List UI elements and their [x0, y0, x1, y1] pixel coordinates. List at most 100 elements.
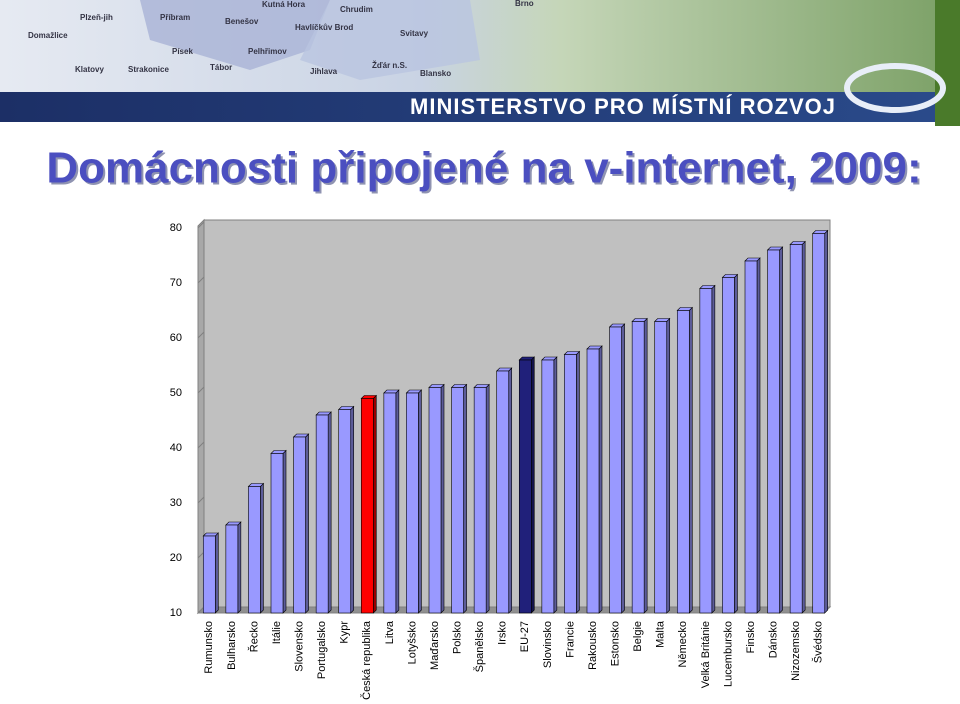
- y-tick-label: 30: [170, 497, 182, 509]
- bar-side: [485, 383, 490, 614]
- bar: [202, 535, 216, 614]
- x-tick-label: Rakousko: [587, 621, 599, 670]
- bar-side: [440, 383, 445, 614]
- title-shadow: Domácnosti připojené na v-internet, 2009…: [48, 146, 923, 195]
- map-label: Svitavy: [400, 29, 429, 38]
- bar-side: [305, 433, 309, 614]
- grid-line: [197, 331, 205, 339]
- bar-top: [721, 274, 739, 278]
- bar: [654, 321, 668, 614]
- x-tick-label: Finsko: [745, 621, 757, 653]
- bar: [722, 277, 735, 614]
- x-tick-label: Belgie: [632, 621, 644, 652]
- bar-top: [744, 257, 761, 262]
- x-tick-label: Lotyšsko: [406, 621, 418, 664]
- grid-line: [197, 496, 205, 504]
- bar-top: [225, 521, 242, 526]
- grid-line: [197, 441, 205, 449]
- bar-side: [327, 411, 332, 614]
- x-tick-label: EU-27: [519, 621, 531, 652]
- y-tick-label: 60: [170, 332, 182, 344]
- bar: [676, 310, 690, 614]
- x-tick-label: Rumunsko: [203, 621, 215, 674]
- bar-top: [631, 318, 648, 322]
- map-label: Benešov: [225, 17, 259, 26]
- grid-line: [197, 276, 205, 284]
- x-tick-label: Portugalsko: [316, 621, 328, 679]
- map-region: [140, 0, 330, 70]
- bar-top: [495, 367, 513, 372]
- bar: [338, 409, 352, 614]
- header-strip: [935, 0, 960, 126]
- bar: [631, 321, 645, 614]
- bar-side: [688, 306, 693, 614]
- bar-side: [801, 240, 806, 614]
- bar-top: [202, 532, 220, 537]
- map-label: Pelhřimov: [248, 47, 287, 56]
- map-label: Strakonice: [128, 65, 169, 74]
- map-label: Havlíčkův Brod: [295, 23, 353, 32]
- x-tick-label: Řecko: [247, 621, 260, 652]
- x-tick-label: Německo: [677, 621, 689, 667]
- grid-line: [197, 221, 205, 229]
- x-tick-label: Slovensko: [293, 621, 305, 672]
- y-tick-label: 40: [170, 442, 182, 454]
- bar-top: [337, 406, 355, 410]
- bar: [383, 392, 397, 614]
- bar-top: [315, 411, 332, 416]
- bar-top: [473, 384, 490, 388]
- x-tick-label: Velká Británie: [700, 621, 712, 688]
- bar-top: [270, 450, 287, 454]
- bar-side: [734, 273, 738, 614]
- x-tick-label: Švédsko: [812, 621, 825, 663]
- bar-side: [643, 317, 648, 614]
- bar: [315, 414, 329, 614]
- x-tick-label: Nizozemsko: [790, 621, 802, 681]
- bar-top: [766, 246, 784, 251]
- bar: [451, 387, 464, 614]
- grid-line: [197, 386, 205, 394]
- bar: [767, 249, 780, 614]
- chart-title: Domácnosti připojené na v-internet, 2009…: [46, 144, 921, 193]
- bar: [609, 326, 622, 614]
- x-tick-label: Irsko: [497, 621, 509, 645]
- bar-top: [586, 345, 603, 350]
- y-tick-label: 80: [170, 222, 182, 234]
- bar-top: [518, 356, 536, 361]
- x-tick-label: Kypr: [339, 621, 351, 644]
- bar-side: [395, 389, 400, 614]
- bar-side: [779, 246, 783, 614]
- bar: [789, 244, 803, 614]
- bar-top: [676, 307, 694, 311]
- bar-top: [653, 318, 671, 322]
- bar: [428, 387, 442, 614]
- bar-top: [292, 433, 310, 438]
- x-tick-label: Malta: [655, 620, 667, 648]
- bar: [360, 398, 374, 614]
- map-label: Domažlice: [28, 31, 68, 40]
- bar-side: [214, 532, 219, 614]
- bar-top: [428, 384, 445, 388]
- map-label: Tábor: [210, 63, 232, 72]
- bar-side: [598, 345, 603, 614]
- logo: [844, 63, 946, 113]
- bar-top: [811, 230, 829, 234]
- y-tick-label: 50: [170, 387, 182, 399]
- bar: [496, 370, 510, 614]
- map-label: Chrudim: [340, 5, 373, 14]
- bar-side: [372, 394, 377, 614]
- bar-side: [463, 383, 467, 614]
- bar: [518, 359, 532, 614]
- bar: [248, 486, 261, 614]
- bar: [744, 260, 758, 614]
- bar-side: [553, 356, 558, 614]
- bar: [812, 233, 826, 614]
- bar: [564, 354, 577, 614]
- x-tick-label: Slovinsko: [542, 621, 554, 668]
- map-label: Kutná Hora: [262, 0, 306, 9]
- x-tick-label: Maďarsko: [429, 621, 441, 670]
- map-label: Blansko: [420, 69, 451, 78]
- bar-top: [247, 483, 265, 487]
- bar-top: [405, 389, 423, 394]
- map-label: Plzeň-jih: [80, 13, 113, 22]
